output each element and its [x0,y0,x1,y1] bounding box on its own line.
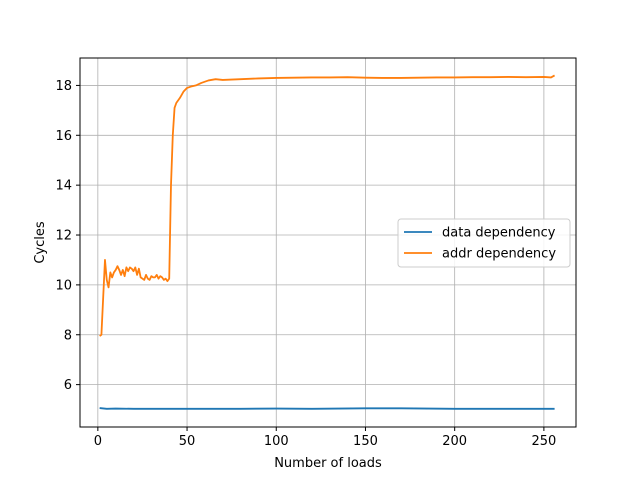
y-axis-label: Cycles [33,221,48,264]
legend-box [397,218,571,268]
y-tick-label: 16 [55,129,72,144]
y-axis-ticks: 6 8 10 12 14 16 18 [55,79,80,393]
x-axis-ticks: 0 50 100 150 200 250 [94,427,556,449]
x-tick-label: 50 [179,434,196,449]
series-lines [99,74,556,410]
series-line-data-dependency [99,407,555,410]
legend-entry-data-dependency: data dependency [442,226,556,241]
legend-entry-addr-dependency: addr dependency [442,247,556,262]
y-tick-label: 6 [64,378,72,393]
x-tick-label: 250 [531,434,556,449]
x-tick-label: 0 [94,434,102,449]
x-tick-label: 150 [353,434,378,449]
y-tick-label: 10 [55,278,72,293]
series-line-addr-dependency [99,74,556,337]
y-tick-label: 12 [55,229,72,244]
x-tick-label: 200 [442,434,467,449]
plot-frame [79,57,577,428]
y-tick-label: 8 [64,328,72,343]
x-tick-label: 100 [264,434,289,449]
x-axis-label: Number of loads [274,456,382,471]
y-tick-label: 14 [55,179,72,194]
legend: data dependency addr dependency [397,218,571,268]
y-tick-label: 18 [55,79,72,94]
